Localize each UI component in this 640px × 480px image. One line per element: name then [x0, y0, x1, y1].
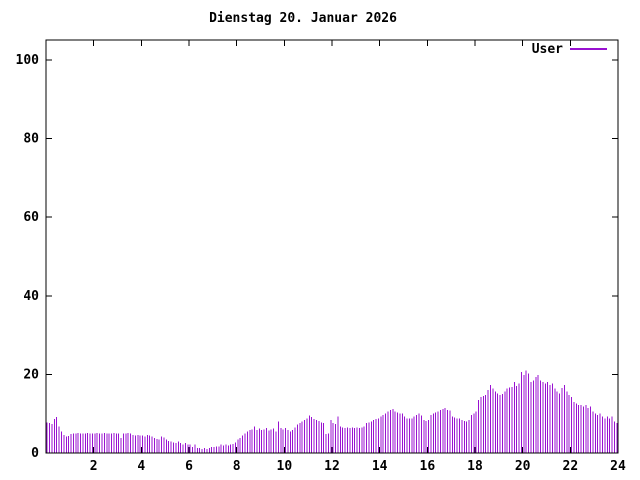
legend-user-label: User — [531, 42, 563, 57]
y-tick-label: 60 — [23, 210, 39, 225]
y-tick-label: 40 — [23, 289, 39, 304]
x-tick-label: 16 — [420, 459, 436, 474]
x-tick-label: 24 — [610, 459, 626, 474]
x-tick-label: 4 — [137, 459, 145, 474]
x-tick-label: 18 — [467, 459, 483, 474]
x-tick-label: 10 — [277, 459, 293, 474]
x-tick-label: 2 — [90, 459, 98, 474]
x-tick-label: 12 — [324, 459, 340, 474]
y-tick-label: 0 — [31, 446, 39, 461]
x-tick-label: 20 — [515, 459, 531, 474]
legend-line-sample — [570, 48, 607, 50]
chart-title: Dienstag 20. Januar 2026 — [209, 11, 397, 26]
y-tick-label: 80 — [23, 132, 39, 147]
y-tick-label: 20 — [23, 367, 39, 382]
x-tick-label: 6 — [185, 459, 193, 474]
y-tick-label: 100 — [16, 53, 40, 68]
plot-border — [45, 39, 619, 454]
x-tick-label: 8 — [233, 459, 241, 474]
x-tick-label: 22 — [563, 459, 579, 474]
x-tick-label: 14 — [372, 459, 388, 474]
